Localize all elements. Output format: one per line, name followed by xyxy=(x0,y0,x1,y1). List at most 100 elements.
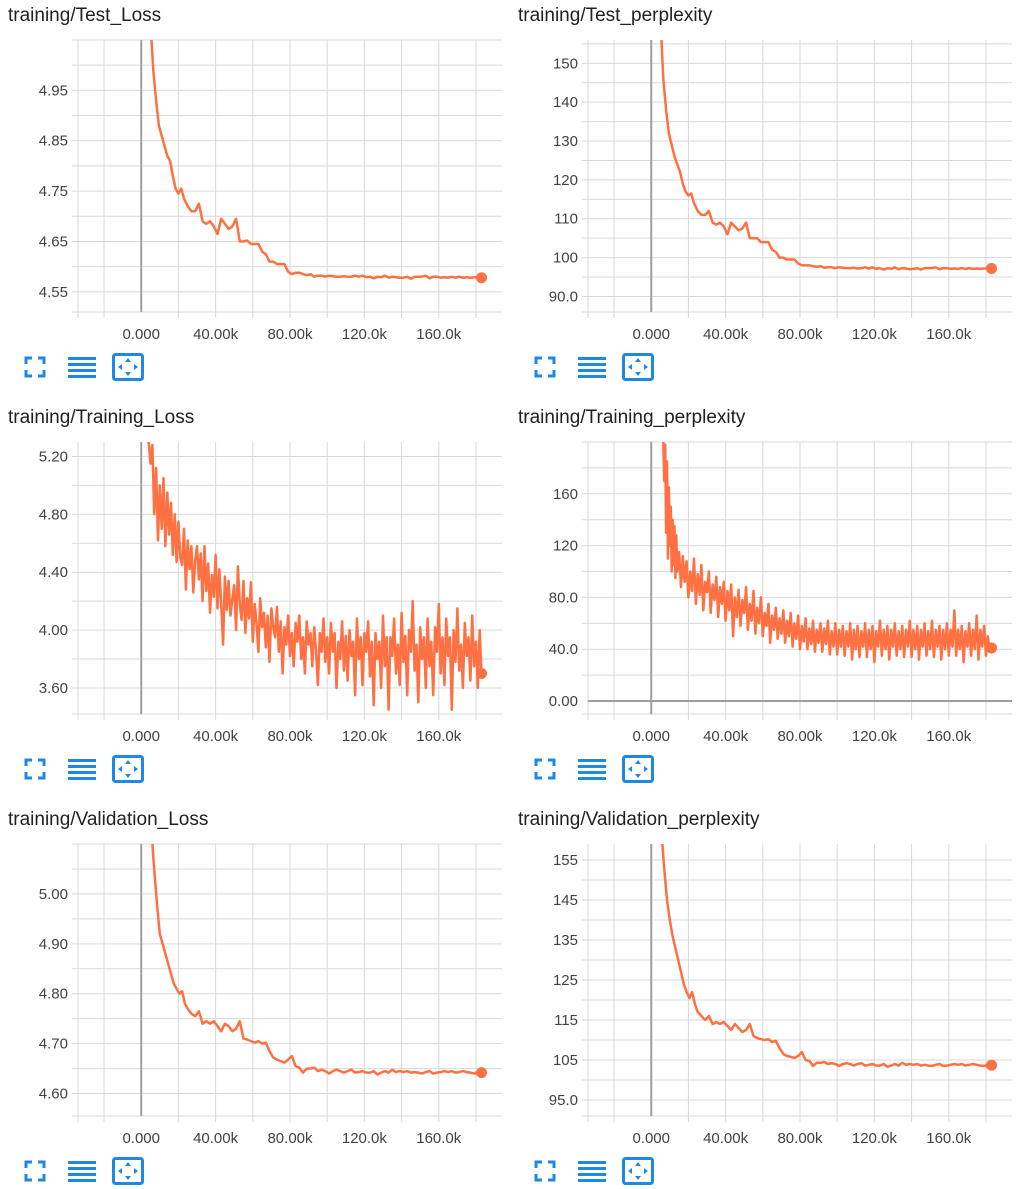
chart-svg-validation-loss[interactable]: 0.000 40.00k 80.00k 120.0k 160.0k 4.60 4.70 4.8… xyxy=(0,804,510,1150)
x-tick-label: 120.0k xyxy=(342,1130,388,1147)
fullscreen-button[interactable] xyxy=(528,352,562,382)
x-tick-label: 80.00k xyxy=(777,728,823,745)
y-tick-label: 120 xyxy=(553,538,578,555)
y-tick-label: 4.70 xyxy=(39,1036,68,1053)
fit-domain-icon xyxy=(622,1157,654,1185)
data-selection-icon xyxy=(68,356,96,378)
data-selection-button[interactable] xyxy=(575,352,609,382)
x-tick-label: 40.00k xyxy=(703,1130,749,1147)
y-tick-label: 4.00 xyxy=(39,622,68,639)
fullscreen-button[interactable] xyxy=(18,754,52,784)
fit-domain-button[interactable] xyxy=(111,754,145,784)
data-selection-button[interactable] xyxy=(575,754,609,784)
series-line xyxy=(152,844,481,1075)
series-group xyxy=(663,442,991,662)
data-selection-icon xyxy=(68,1160,96,1182)
fit-domain-icon xyxy=(622,353,654,381)
x-tick-label: 160.0k xyxy=(926,326,972,343)
x-tick-label: 120.0k xyxy=(852,728,898,745)
y-tick-label: 115 xyxy=(554,1012,578,1029)
x-tick-label: 160.0k xyxy=(926,1130,972,1147)
fullscreen-icon xyxy=(24,758,46,780)
y-tick-label: 0.00 xyxy=(549,693,578,710)
chart-svg-test-loss[interactable]: 0.000 40.00k 80.00k 120.0k 160.0k 4.55 4.65 4.7… xyxy=(0,0,510,346)
fit-domain-button[interactable] xyxy=(621,754,655,784)
series-group xyxy=(662,40,992,270)
data-selection-icon xyxy=(68,758,96,780)
fullscreen-button[interactable] xyxy=(528,1156,562,1186)
series-line xyxy=(663,442,991,662)
x-tick-label: 0.000 xyxy=(632,728,670,745)
x-tick-label: 120.0k xyxy=(852,1130,898,1147)
x-tick-label: 0.000 xyxy=(632,1130,670,1147)
chart-svg-training-loss[interactable]: 0.000 40.00k 80.00k 120.0k 160.0k 3.60 4.00 4.4… xyxy=(0,402,510,748)
last-point-marker xyxy=(986,1060,997,1071)
chart-svg-validation-perplexity[interactable]: 0.000 40.00k 80.00k 120.0k 160.0k 95.0 105 115 1… xyxy=(510,804,1020,1150)
y-tick-label: 140 xyxy=(553,94,578,111)
y-tick-label: 4.55 xyxy=(39,284,68,301)
data-selection-button[interactable] xyxy=(65,754,99,784)
data-selection-button[interactable] xyxy=(65,352,99,382)
x-tick-label: 120.0k xyxy=(852,326,898,343)
fit-domain-button[interactable] xyxy=(621,1156,655,1186)
x-tick-label: 0.000 xyxy=(122,1130,160,1147)
x-tick-label: 40.00k xyxy=(193,326,239,343)
y-tick-label: 4.65 xyxy=(39,233,68,250)
fit-domain-icon xyxy=(112,1157,144,1185)
fit-domain-button[interactable] xyxy=(621,352,655,382)
data-selection-button[interactable] xyxy=(575,1156,609,1186)
x-tick-label: 40.00k xyxy=(193,728,239,745)
fit-domain-icon xyxy=(622,755,654,783)
y-tick-label: 4.80 xyxy=(39,506,68,523)
last-point-marker xyxy=(986,263,997,274)
x-tick-label: 80.00k xyxy=(267,728,313,745)
y-tick-label: 40.0 xyxy=(549,641,578,658)
x-tick-label: 0.000 xyxy=(122,326,160,343)
chart-svg-training-perplexity[interactable]: 0.000 40.00k 80.00k 120.0k 160.0k 0.00 40.0 80.… xyxy=(510,402,1020,748)
series-line xyxy=(149,442,482,710)
y-tick-label: 80.0 xyxy=(549,589,578,606)
x-tick-label: 160.0k xyxy=(416,728,462,745)
y-tick-label: 4.75 xyxy=(39,183,68,200)
chart-svg-test-perplexity[interactable]: 0.000 40.00k 80.00k 120.0k 160.0k 90.0 100 110 1… xyxy=(510,0,1020,346)
y-tick-label: 130 xyxy=(553,133,578,150)
x-tick-label: 160.0k xyxy=(416,326,462,343)
series-group xyxy=(152,40,482,279)
fullscreen-icon xyxy=(24,356,46,378)
last-point-marker xyxy=(476,272,487,283)
x-tick-label: 80.00k xyxy=(777,1130,823,1147)
fullscreen-button[interactable] xyxy=(18,352,52,382)
series-group xyxy=(662,844,991,1067)
series-line xyxy=(662,844,991,1067)
fit-domain-button[interactable] xyxy=(111,352,145,382)
y-tick-label: 90.0 xyxy=(549,288,578,305)
y-tick-label: 125 xyxy=(553,972,578,989)
chart-toolbar xyxy=(528,1156,668,1186)
chart-toolbar xyxy=(528,352,668,382)
y-tick-label: 155 xyxy=(553,852,578,869)
chart-card-validation-loss: training/Validation_Loss 0.000 40.00k 80.0… xyxy=(0,804,510,1189)
chart-toolbar xyxy=(18,754,158,784)
x-tick-label: 120.0k xyxy=(342,326,388,343)
y-tick-label: 4.90 xyxy=(39,936,68,953)
series-line xyxy=(662,40,992,270)
x-tick-label: 80.00k xyxy=(267,1130,313,1147)
fit-domain-icon xyxy=(112,755,144,783)
chart-toolbar xyxy=(18,1156,158,1186)
x-tick-label: 160.0k xyxy=(416,1130,462,1147)
y-tick-label: 4.60 xyxy=(39,1086,68,1103)
fullscreen-icon xyxy=(534,356,556,378)
data-selection-button[interactable] xyxy=(65,1156,99,1186)
fit-domain-button[interactable] xyxy=(111,1156,145,1186)
y-tick-label: 4.85 xyxy=(39,133,68,150)
fit-domain-icon xyxy=(112,353,144,381)
x-tick-label: 40.00k xyxy=(703,728,749,745)
y-tick-label: 145 xyxy=(553,892,578,909)
chart-card-training-loss: training/Training_Loss 0.000 40.00k 80.00k… xyxy=(0,402,510,804)
fullscreen-button[interactable] xyxy=(528,754,562,784)
fullscreen-button[interactable] xyxy=(18,1156,52,1186)
chart-card-validation-perplexity: training/Validation_perplexity 0.000 40.0… xyxy=(510,804,1020,1189)
x-tick-label: 40.00k xyxy=(703,326,749,343)
chart-card-training-perplexity: training/Training_perplexity 0.000 40.00k… xyxy=(510,402,1020,804)
series-group xyxy=(152,844,481,1075)
